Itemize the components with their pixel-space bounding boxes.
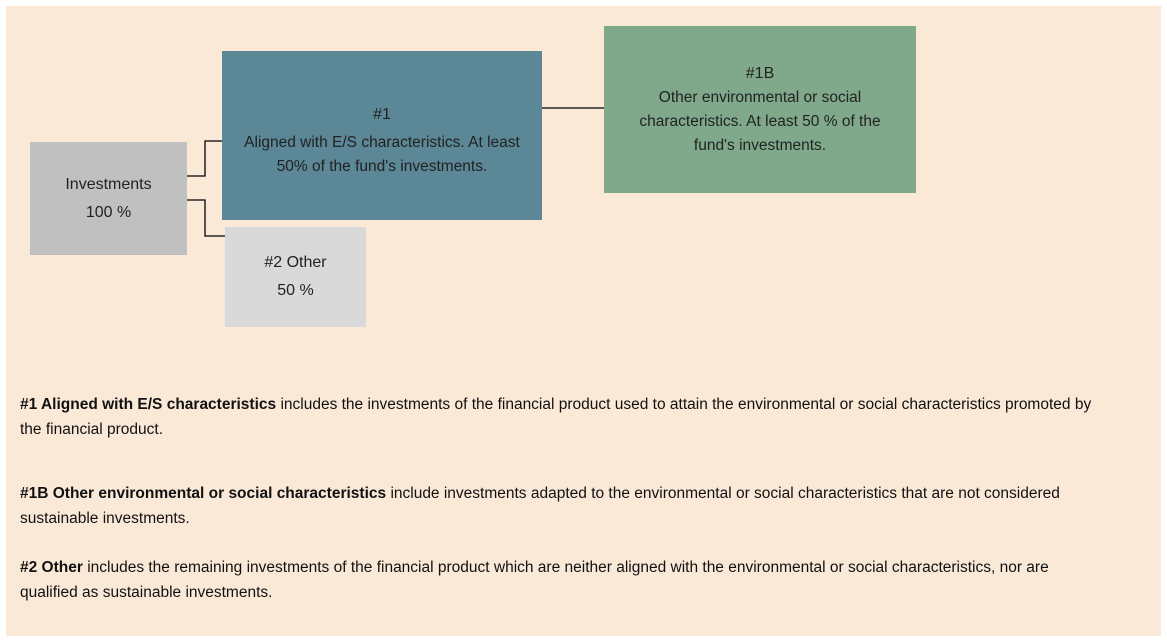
node-value: 50 %: [277, 282, 314, 299]
connector: [187, 199, 225, 237]
node-other-es: #1B Other environmental or social charac…: [604, 26, 916, 193]
node-text: Other environmental or social characteri…: [639, 88, 881, 154]
node-label: #2 Other: [264, 254, 327, 271]
definition-text: includes the investments of the financia…: [20, 396, 1092, 438]
definition-text: include investments adapted to the envir…: [20, 485, 1060, 527]
connector: [187, 140, 222, 177]
node-other: #2 Other 50 %: [225, 227, 366, 327]
definition-term: #2 Other: [20, 559, 83, 576]
node-investments: Investments 100 %: [30, 142, 187, 255]
definition: #1B Other environmental or social charac…: [20, 481, 1110, 531]
node-text: Aligned with E/S characteristics. At lea…: [244, 133, 520, 175]
node-value: 100 %: [85, 203, 132, 221]
node-label: #1B: [745, 64, 775, 82]
definition-term: #1 Aligned with E/S characteristics: [20, 396, 277, 413]
node-aligned: #1 Aligned with E/S characteristics. At …: [222, 51, 542, 220]
definition-term: #1B Other environmental or social charac…: [20, 485, 387, 502]
definition: #1 Aligned with E/S characteristics incl…: [20, 392, 1110, 442]
node-label: #1: [373, 105, 391, 123]
definition-text: includes the remaining investments of th…: [20, 559, 1049, 601]
node-label: Investments: [65, 175, 152, 193]
definition: #2 Other includes the remaining investme…: [20, 555, 1110, 605]
panel: [6, 6, 1161, 636]
